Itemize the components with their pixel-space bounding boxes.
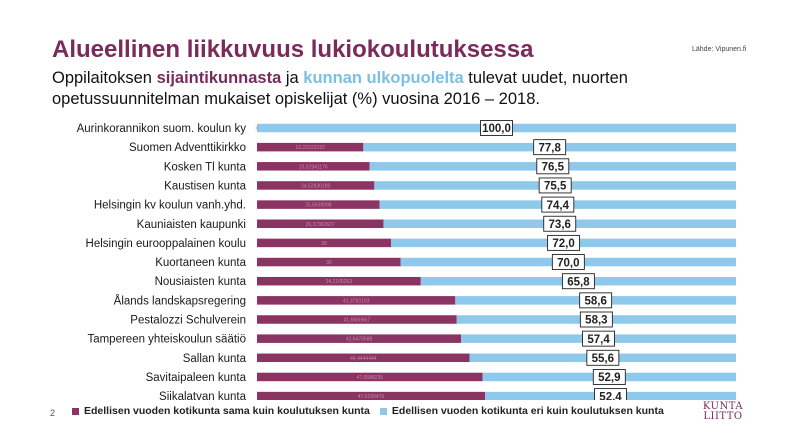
data-label-other: 58,3 [585, 315, 607, 327]
data-label-box [533, 139, 567, 156]
data-label-box [538, 177, 572, 194]
data-label-box [579, 292, 613, 309]
stacked-bar-chart: Aurinkorannikon suom. koulun ky 0 100,0 Suo… [77, 120, 736, 400]
data-label-box [579, 311, 613, 328]
data-label-box [480, 120, 513, 136]
category-label: Helsingin eurooppalainen koulu [86, 238, 246, 250]
data-label-box [582, 330, 615, 347]
legend-swatch-other [379, 407, 387, 415]
data-label-other: 72,0 [552, 238, 574, 250]
data-label-same: 28 [321, 241, 327, 247]
category-label: Tampereen yhteiskoulun säätiö [87, 334, 246, 346]
category-label: Sallan kunta [183, 353, 247, 365]
data-label-same: 0 [256, 126, 259, 132]
subtitle-line-1: Oppilaitoksen sijaintikunnasta ja kunnan… [52, 68, 628, 89]
bar-same [257, 296, 456, 305]
category-label: Nousiaisten kunta [155, 276, 247, 288]
logo-line-1: KUNTA [702, 401, 744, 412]
data-label-other: 70,0 [557, 257, 579, 269]
data-label-other: 74,4 [547, 200, 570, 212]
bar-same [257, 372, 483, 382]
subtitle-highlight-same: sijaintikunnasta [156, 69, 282, 87]
chart-legend: Edellisen vuoden kotikunta sama kuin kou… [72, 405, 674, 417]
data-label-box [594, 388, 627, 400]
legend-item-same: Edellisen vuoden kotikunta sama kuin kou… [72, 405, 370, 417]
subtitle-text-b: ja [281, 69, 304, 87]
bar-same [257, 334, 462, 343]
bar-same [257, 162, 370, 171]
bar-same [257, 315, 457, 324]
subtitle-highlight-other: kunnan ulkopuolelta [303, 69, 464, 87]
category-label: Savitaipaleen kunta [146, 372, 247, 384]
category-label: Kosken Tl kunta [164, 161, 247, 173]
category-label: Kaustisen kunta [164, 180, 246, 192]
source-note: Lähde: Vipunen.fi [692, 46, 747, 53]
data-label-other: 55,6 [592, 353, 614, 365]
data-label-other: 65,8 [567, 276, 590, 288]
category-label: Ålands landskapsregering [114, 294, 246, 307]
bar-same [257, 200, 380, 209]
page-number: 2 [50, 408, 56, 418]
data-label-other: 52,4 [599, 391, 622, 400]
bar-same [257, 353, 470, 363]
data-label-box [561, 273, 595, 290]
bar-same [257, 276, 421, 286]
bar-same [257, 238, 392, 248]
legend-item-other: Edellisen vuoden kotikunta eri kuin koul… [379, 405, 664, 417]
data-label-box [592, 369, 626, 385]
data-label-box [543, 215, 577, 232]
data-label-box [547, 234, 581, 251]
data-label-same: 44,4444444 [350, 356, 377, 362]
data-label-box [536, 158, 570, 175]
data-label-same: 25,5639098 [305, 203, 332, 209]
subtitle-text-c: tulevat uudet, nuorten [463, 69, 628, 87]
legend-label-same: Edellisen vuoden kotikunta sama kuin kou… [84, 405, 370, 417]
data-label-other: 73,6 [549, 219, 571, 231]
data-label-box [551, 254, 585, 271]
logo-line-2: LIITTO [703, 411, 743, 422]
data-label-other: 52,9 [598, 372, 620, 384]
subtitle-text-a: Oppilaitoksen [52, 69, 157, 87]
category-label: Helsingin kv koulun vanh.yhd. [94, 200, 246, 212]
data-label-same: 47,6190476 [358, 394, 385, 400]
data-label-same: 23,52941176 [299, 164, 328, 170]
data-label-same: 41,6666667 [344, 318, 371, 324]
category-label: Aurinkorannikon suom. koulun ky [77, 123, 247, 135]
category-label: Suomen Adventtikirkko [129, 142, 246, 154]
data-label-box [586, 349, 620, 366]
data-label-same: 47,0588235 [357, 375, 384, 381]
subtitle-line-2: opetussuunnitelman mukaiset opiskelijat … [52, 90, 540, 108]
data-label-same: 26,37362637 [306, 222, 335, 228]
category-label: Kuortaneen kunta [155, 257, 246, 269]
data-label-other: 76,5 [542, 162, 565, 174]
data-label-other: 58,6 [584, 296, 606, 308]
category-label: Kauniaisten kaupunki [137, 219, 246, 231]
legend-label-other: Edellisen vuoden kotikunta eri kuin koul… [391, 405, 664, 417]
data-label-other: 75,5 [544, 181, 567, 193]
kuntaliitto-logo: KUNTA LIITTO [700, 402, 746, 422]
data-label-same: 41,3793103 [343, 298, 370, 304]
data-label-same: 22,22222222 [296, 145, 325, 151]
data-label-same: 30 [326, 260, 332, 266]
data-label-same: 34,2105263 [326, 279, 353, 285]
bar-same [257, 142, 364, 152]
chart-subtitle: Oppilaitoksen sijaintikunnasta ja kunnan… [52, 68, 628, 110]
data-label-same: 24,52830189 [301, 183, 330, 189]
data-label-same: 42,6470588 [346, 337, 373, 343]
data-label-box [541, 196, 575, 213]
page-title: Alueellinen liikkuvuus lukiokoulutuksess… [52, 36, 534, 63]
data-label-other: 100,0 [482, 123, 511, 135]
data-label-other: 77,8 [538, 142, 561, 154]
data-label-other: 57,4 [587, 334, 610, 346]
bar-same [257, 257, 401, 267]
category-label: Pestalozzi Schulverein [130, 315, 246, 327]
bar-same [257, 181, 375, 190]
bar-same [257, 219, 384, 228]
bar-same [257, 391, 486, 400]
legend-swatch-same [72, 407, 79, 415]
category-label: Siikalatvan kunta [159, 391, 247, 400]
